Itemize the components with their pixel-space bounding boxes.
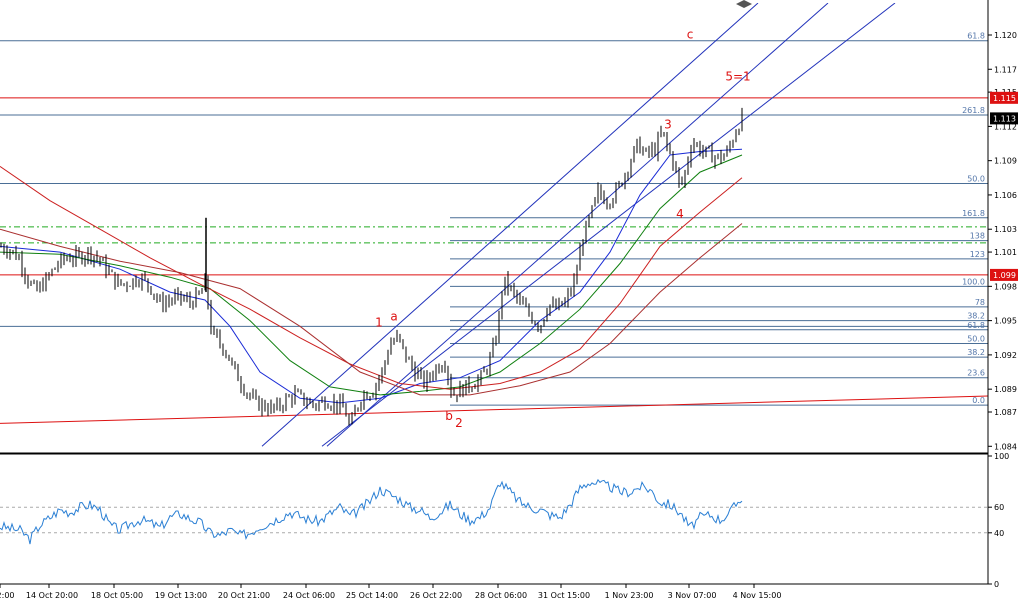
wave-label-5: a [390, 310, 397, 324]
time-tick-label-12: 4 Nov 15:00 [733, 591, 782, 600]
price-tick-label-12: 1.087 [994, 408, 1017, 417]
wave-label-6: b [445, 409, 453, 423]
price-panel: 61.8261.850.0161.8138123100.07838.261.85… [0, 0, 988, 447]
channel-line-1 [326, 3, 829, 447]
time-tick-label-11: 3 Nov 07:00 [668, 591, 717, 600]
price-tick-label-1: 1.117 [994, 65, 1017, 74]
moving-average-2 [0, 165, 743, 390]
wave-label-4: 1 [375, 315, 383, 329]
fib-label-2: 261.8 [962, 106, 985, 115]
fib-label-9: 123 [970, 250, 985, 259]
diamond-marker [736, 0, 752, 8]
price-tag-1: 1.113 [993, 114, 1016, 123]
time-tick-label-0: 12:00 [0, 591, 15, 600]
price-tick-label-7: 1.101 [994, 248, 1017, 257]
time-tick-label-7: 26 Oct 22:00 [410, 591, 462, 600]
price-tick-label-13: 1.084 [994, 442, 1017, 451]
rsi-tick-label-2: 40 [994, 529, 1004, 538]
price-plot-area: 61.8261.850.0161.8138123100.07838.261.85… [0, 3, 988, 447]
moving-average-1 [0, 154, 743, 396]
wave-label-3: 4 [676, 207, 684, 221]
time-tick-label-4: 20 Oct 21:00 [218, 591, 270, 600]
wave-label-7: 2 [455, 416, 463, 430]
channel-line-2 [321, 3, 896, 447]
price-tick-label-8: 1.098 [994, 282, 1017, 291]
price-tick-label-0: 1.120 [994, 31, 1017, 40]
fib-label-8: 138 [970, 232, 985, 241]
time-tick-label-6: 25 Oct 14:00 [346, 591, 398, 600]
fib-label-18: 23.6 [967, 369, 985, 378]
price-tag-bg-1 [990, 112, 1018, 125]
fib-label-19: 0.0 [972, 396, 985, 405]
fib-label-0: 61.8 [967, 32, 985, 41]
rsi-line [0, 478, 743, 545]
price-tag-2: 1.099 [993, 271, 1016, 280]
fib-label-5: 161.8 [962, 209, 985, 218]
moving-average-3 [0, 223, 743, 396]
wave-label-1: 5=1 [725, 70, 750, 84]
fib-label-16: 50.0 [967, 334, 985, 343]
trend-line [0, 395, 988, 424]
price-tick-label-10: 1.092 [994, 351, 1017, 360]
wave-label-2: 3 [664, 118, 672, 132]
rsi-tick-label-3: 0 [994, 580, 999, 589]
rsi-tick-label-1: 60 [994, 503, 1004, 512]
wave-label-0: c [687, 27, 694, 41]
channel-line-0 [261, 3, 759, 447]
time-tick-label-8: 28 Oct 06:00 [475, 591, 527, 600]
price-tick-label-4: 1.109 [994, 157, 1017, 166]
time-tick-label-3: 19 Oct 13:00 [155, 591, 207, 600]
fib-label-17: 38.2 [967, 348, 985, 357]
rsi-plot-area [0, 478, 988, 545]
price-tick-label-3: 1.112 [994, 122, 1017, 131]
fib-label-15: 61.8 [967, 321, 985, 330]
fib-label-13: 38.2 [967, 312, 985, 321]
price-tag-bg-0 [990, 91, 1018, 104]
rsi-panel [0, 478, 988, 545]
price-tick-label-9: 1.095 [994, 317, 1017, 326]
time-tick-label-9: 31 Oct 15:00 [538, 591, 590, 600]
price-tick-label-6: 1.103 [994, 225, 1017, 234]
time-tick-label-5: 24 Oct 06:00 [283, 591, 335, 600]
time-tick-label-10: 1 Nov 23:00 [605, 591, 654, 600]
fib-label-11: 100.0 [962, 277, 985, 286]
time-tick-label-1: 14 Oct 20:00 [26, 591, 78, 600]
time-tick-label-2: 18 Oct 05:00 [91, 591, 143, 600]
rsi-tick-label-0: 100 [994, 452, 1009, 461]
moving-average-0 [0, 148, 743, 404]
price-tag-bg-2 [990, 268, 1018, 281]
price-tick-label-5: 1.106 [994, 191, 1017, 200]
fib-label-4: 50.0 [967, 175, 985, 184]
fib-label-12: 78 [975, 298, 985, 307]
price-tick-label-11: 1.089 [994, 385, 1017, 394]
price-tag-0: 1.115 [993, 94, 1016, 103]
